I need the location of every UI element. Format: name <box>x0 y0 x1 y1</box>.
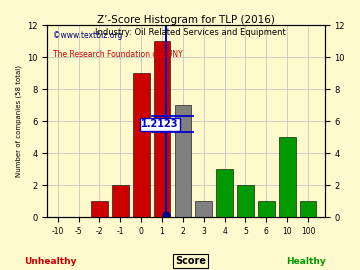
Text: Score: Score <box>175 256 206 266</box>
Bar <box>216 169 233 217</box>
Bar <box>112 185 129 217</box>
Bar <box>175 105 191 217</box>
Bar <box>279 137 296 217</box>
Bar <box>300 201 316 217</box>
Text: Industry: Oil Related Services and Equipment: Industry: Oil Related Services and Equip… <box>95 28 286 37</box>
Bar <box>237 185 254 217</box>
Bar <box>195 201 212 217</box>
Bar <box>154 41 170 217</box>
Bar <box>133 73 149 217</box>
Text: ©www.textbiz.org: ©www.textbiz.org <box>53 31 122 40</box>
Text: Unhealthy: Unhealthy <box>24 257 77 266</box>
Text: 1.2123: 1.2123 <box>141 119 179 129</box>
Text: The Research Foundation of SUNY: The Research Foundation of SUNY <box>53 50 183 59</box>
Y-axis label: Number of companies (58 total): Number of companies (58 total) <box>15 65 22 177</box>
Text: Healthy: Healthy <box>286 257 326 266</box>
Bar <box>258 201 275 217</box>
Bar <box>91 201 108 217</box>
Title: Z’-Score Histogram for TLP (2016): Z’-Score Histogram for TLP (2016) <box>97 15 275 25</box>
